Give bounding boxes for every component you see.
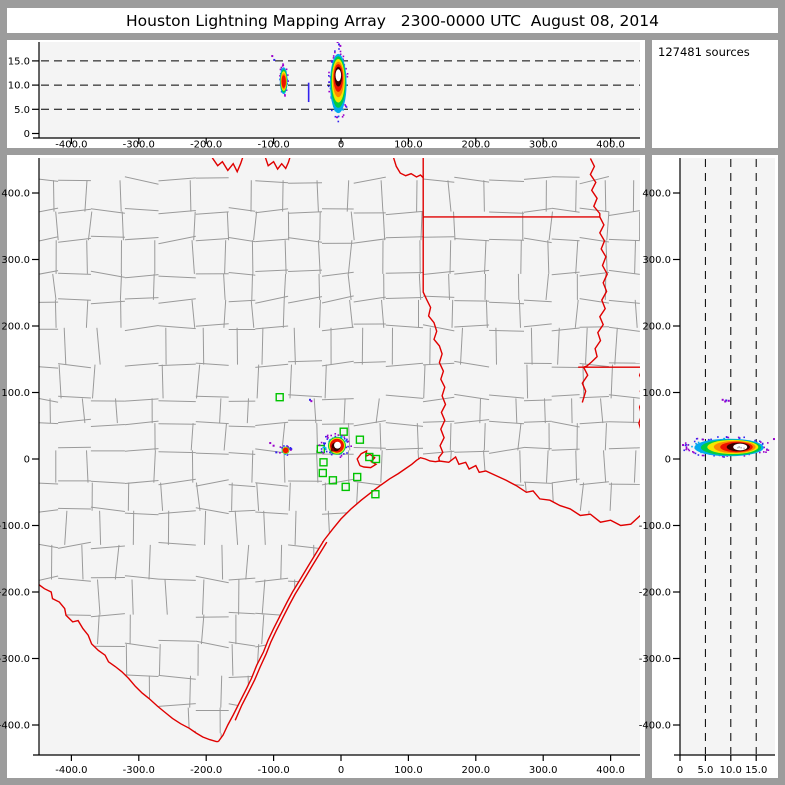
ew-tick-label: -100.0 — [257, 140, 289, 151]
border-coast — [217, 455, 640, 743]
speck — [275, 451, 278, 454]
ew-tick-label: 200.0 — [461, 765, 490, 776]
ns-tick-label: 400.0 — [642, 189, 671, 200]
ew-tick-label: -300.0 — [123, 140, 155, 151]
altitude-tick-label: 0 — [677, 765, 683, 776]
ew-tick-label: 100.0 — [394, 765, 423, 776]
altitude-tick-label: 10.0 — [8, 81, 30, 92]
plot-title: Houston Lightning Mapping Array 2300-000… — [126, 11, 659, 30]
border-red_river_b — [264, 158, 291, 171]
ew-altitude-chart: 0 5.0 10.0 15.0 -400.0 -300.0 -200.0 -100.0 0 100… — [8, 42, 640, 151]
lma-station-square — [341, 482, 350, 492]
ns-tick-label: 300.0 — [642, 255, 671, 266]
ns-tick-label: 100.0 — [1, 388, 30, 399]
speck — [725, 399, 728, 402]
ns-tick-label: 400.0 — [1, 189, 30, 200]
ew-tick-label: 0 — [338, 765, 344, 776]
speck — [339, 44, 342, 47]
speck — [336, 42, 339, 44]
border-red_river_c — [392, 158, 424, 179]
ns-altitude-chart: 400.0 300.0 200.0 100.0 0 -100.0 -200.0 -300.0 -… — [639, 158, 775, 776]
speck — [269, 442, 272, 445]
ns-tick-label: 200.0 — [642, 322, 671, 333]
ns-tick-label: 200.0 — [1, 322, 30, 333]
speck — [271, 55, 274, 58]
ew-tick-label: -300.0 — [123, 765, 155, 776]
ew-tick-label: -200.0 — [190, 140, 222, 151]
lma-station-square — [371, 454, 381, 464]
ns-density-layer — [682, 398, 775, 458]
speck — [272, 444, 275, 447]
speck — [721, 398, 724, 401]
ew-altitude-panel: 0 5.0 10.0 15.0 -400.0 -300.0 -200.0 -100.0 0 100… — [7, 40, 645, 151]
speck — [308, 398, 311, 401]
ew-tick-label: 300.0 — [529, 765, 558, 776]
sources-count-panel: 127481 sources — [652, 40, 778, 148]
ew-density-layer — [271, 42, 349, 123]
ew-tick-label: 0 — [338, 140, 344, 151]
speck — [727, 399, 730, 402]
ns-tick-label: 0 — [665, 455, 671, 466]
plot-title-bar: Houston Lightning Mapping Array 2300-000… — [7, 8, 778, 33]
plan-view-map-panel: 400.0 300.0 200.0 100.0 0 -100.0 -200.0 -300.0 -… — [0, 155, 645, 778]
speck — [682, 444, 685, 447]
border-red_river_a — [211, 158, 244, 174]
border-barrier_island — [234, 541, 328, 721]
ns-tick-label: -300.0 — [0, 654, 30, 665]
altitude-tick-label: 15.0 — [8, 56, 30, 67]
ns-tick-label: -200.0 — [639, 588, 671, 599]
speck — [337, 43, 340, 46]
ns-tick-label: -300.0 — [639, 654, 671, 665]
altitude-tick-label: 10.0 — [720, 765, 742, 776]
border-pearl — [638, 372, 640, 430]
plan-view-map-chart: 400.0 300.0 200.0 100.0 0 -100.0 -200.0 -300.0 -… — [0, 158, 640, 776]
lma-station-square — [316, 444, 325, 454]
ew-tick-label: 400.0 — [596, 140, 625, 151]
speck — [273, 58, 276, 61]
altitude-tick-label: 5.0 — [697, 765, 713, 776]
ew-tick-label: -400.0 — [55, 140, 87, 151]
ew-tick-label: 200.0 — [461, 140, 490, 151]
altitude-tick-label: 5.0 — [14, 105, 30, 116]
map-density-layer — [269, 398, 352, 458]
map-plot-area — [39, 158, 640, 755]
border-rio_grande — [39, 584, 219, 743]
sources-count-label: 127481 sources — [658, 45, 750, 59]
speck — [310, 400, 313, 403]
ns-tick-label: 0 — [24, 455, 30, 466]
ns-tick-label: -100.0 — [639, 521, 671, 532]
altitude-tick-label: 15.0 — [745, 765, 767, 776]
speck — [772, 438, 775, 441]
lma-station-square — [355, 435, 365, 444]
ns-altitude-panel: 400.0 300.0 200.0 100.0 0 -100.0 -200.0 -300.0 -… — [639, 155, 778, 778]
state-borders — [39, 158, 640, 743]
ew-tick-label: -200.0 — [190, 765, 222, 776]
station-markers — [275, 392, 381, 499]
lma-station-square — [275, 392, 284, 402]
ew-tick-label: 400.0 — [596, 765, 625, 776]
ns-tick-label: -100.0 — [0, 521, 30, 532]
ns-tick-label: -400.0 — [0, 721, 30, 732]
lma-station-square — [371, 490, 380, 499]
lma-station-square — [339, 427, 348, 436]
altitude-tick-label: 0 — [24, 129, 30, 140]
border-tx_la_sabine — [422, 216, 447, 462]
ew-tick-label: -400.0 — [55, 765, 87, 776]
ew-tick-label: 300.0 — [529, 140, 558, 151]
lma-station-square — [353, 472, 362, 482]
ns-tick-label: 300.0 — [1, 255, 30, 266]
ew-tick-label: -100.0 — [257, 765, 289, 776]
lma-station-square — [319, 458, 328, 467]
ns-tick-label: -200.0 — [0, 588, 30, 599]
ew-tick-label: 100.0 — [394, 140, 423, 151]
border-mississippi — [581, 158, 608, 403]
lma-station-square — [318, 468, 327, 478]
ns-tick-label: -400.0 — [639, 721, 671, 732]
ns-tick-label: 100.0 — [642, 388, 671, 399]
speck — [724, 400, 727, 403]
lma-station-square — [328, 476, 338, 485]
